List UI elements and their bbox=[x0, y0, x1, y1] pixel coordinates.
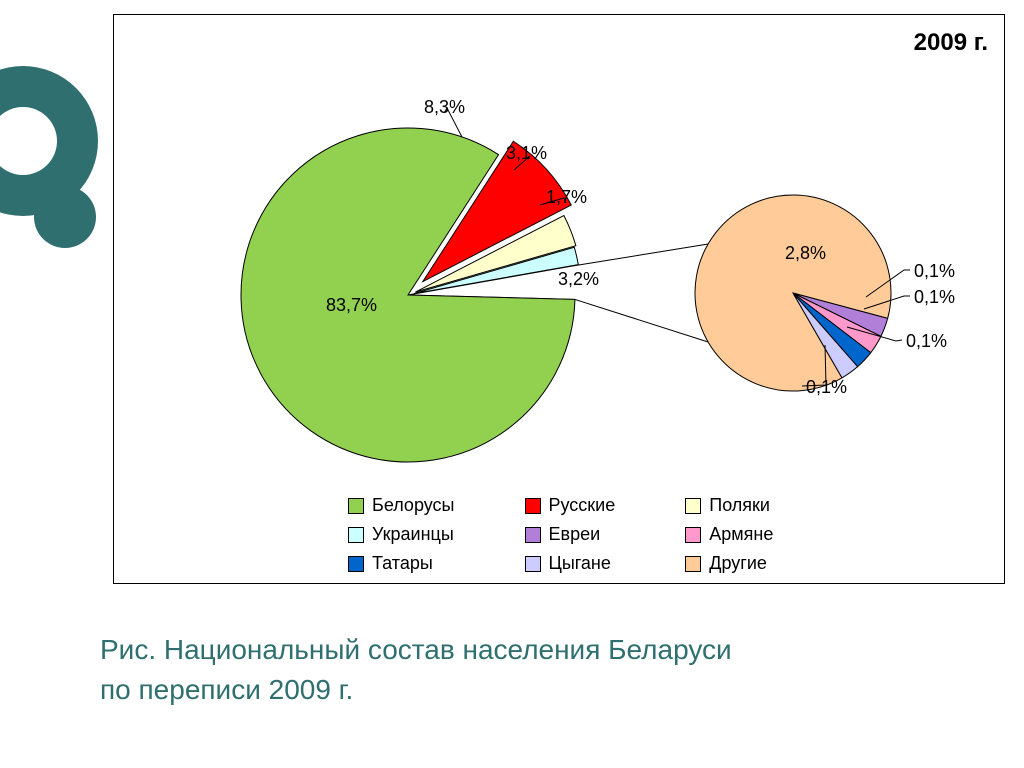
data-label-ukrainians: 1,7% bbox=[546, 187, 587, 208]
data-label-belarusians: 83,7% bbox=[326, 295, 377, 316]
legend-label-gypsies: Цыгане bbox=[549, 553, 611, 574]
data-label-gap: 3,2% bbox=[558, 269, 599, 290]
legend-swatch-gypsies bbox=[525, 556, 541, 572]
caption-line-2: по переписи 2009 г. bbox=[100, 670, 732, 710]
legend-item-ukrainians: Украинцы bbox=[348, 524, 455, 545]
chart-panel: 2009 г. 83,7% 8,3% 3,1% 1,7% 3,2% 2,8% 0… bbox=[113, 14, 1005, 584]
legend-swatch-ukrainians bbox=[348, 527, 364, 543]
legend-item-tatars: Татары bbox=[348, 553, 455, 574]
legend-label-tatars: Татары bbox=[372, 553, 433, 574]
legend-label-other: Другие bbox=[709, 553, 767, 574]
data-label-other: 2,8% bbox=[785, 243, 826, 264]
legend-label-poles: Поляки bbox=[709, 495, 770, 516]
decor-circle-small bbox=[34, 186, 96, 248]
data-label-poles: 3,1% bbox=[506, 143, 547, 164]
slide-root: 2009 г. 83,7% 8,3% 3,1% 1,7% 3,2% 2,8% 0… bbox=[0, 0, 1024, 768]
legend-swatch-poles bbox=[685, 498, 701, 514]
legend-label-russians: Русские bbox=[549, 495, 616, 516]
data-label-russians: 8,3% bbox=[424, 97, 465, 118]
legend-item-armenians: Армяне bbox=[685, 524, 773, 545]
legend-swatch-armenians bbox=[685, 527, 701, 543]
figure-caption: Рис. Национальный состав населения Белар… bbox=[100, 630, 732, 710]
data-label-jews: 0,1% bbox=[914, 261, 955, 282]
legend-swatch-russians bbox=[525, 498, 541, 514]
legend-item-belarusians: Белорусы bbox=[348, 495, 455, 516]
legend-item-other: Другие bbox=[685, 553, 773, 574]
data-label-gypsies: 0,1% bbox=[806, 377, 847, 398]
legend-swatch-tatars bbox=[348, 556, 364, 572]
legend-item-jews: Евреи bbox=[525, 524, 616, 545]
legend-label-belarusians: Белорусы bbox=[372, 495, 455, 516]
legend-label-ukrainians: Украинцы bbox=[372, 524, 454, 545]
legend: Белорусы Русские Поляки Украинцы Евреи Армяне… bbox=[348, 495, 773, 574]
legend-swatch-jews bbox=[525, 527, 541, 543]
data-label-armenians: 0,1% bbox=[914, 287, 955, 308]
legend-item-poles: Поляки bbox=[685, 495, 773, 516]
legend-swatch-belarusians bbox=[348, 498, 364, 514]
data-label-tatars: 0,1% bbox=[906, 331, 947, 352]
legend-label-armenians: Армяне bbox=[709, 524, 773, 545]
legend-label-jews: Евреи bbox=[549, 524, 601, 545]
legend-item-russians: Русские bbox=[525, 495, 616, 516]
caption-line-1: Рис. Национальный состав населения Белар… bbox=[100, 630, 732, 670]
legend-item-gypsies: Цыгане bbox=[525, 553, 616, 574]
legend-swatch-other bbox=[685, 556, 701, 572]
